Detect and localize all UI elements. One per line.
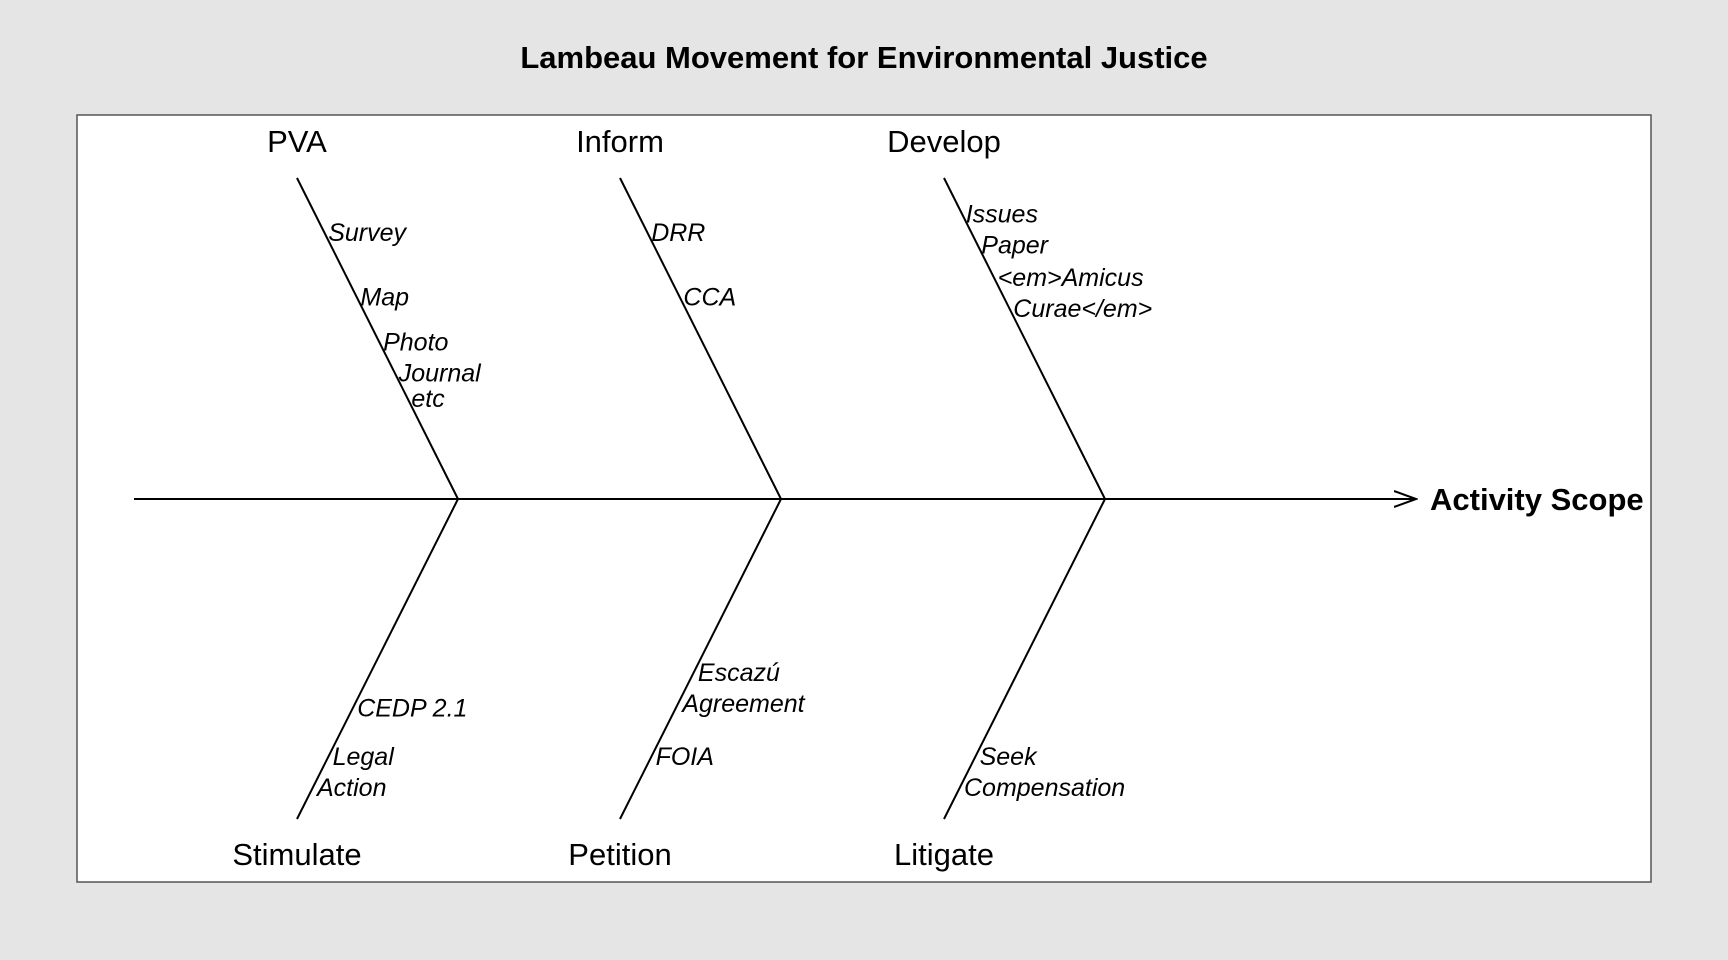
category-label-litigate: Litigate [894,837,994,872]
cause-label: Legal [333,743,396,771]
category-label-stimulate: Stimulate [232,837,361,872]
cause-label: Compensation [964,774,1125,802]
cause-label: Seek [980,743,1038,771]
category-label-inform: Inform [576,124,664,159]
cause-label: <em>Amicus [998,264,1144,292]
cause-label: Issues [966,200,1038,228]
category-label-develop: Develop [887,124,1001,159]
bone-inform [619,177,782,500]
bone-petition [619,498,782,820]
category-label-pva: PVA [267,124,327,159]
cause-label: etc [411,385,445,413]
bone-develop [943,177,1106,500]
cause-label: Agreement [680,690,805,718]
bone-stimulate [296,498,459,820]
cause-label: Photo [383,329,448,357]
page-title: Lambeau Movement for Environmental Justi… [520,40,1207,75]
cause-label: Action [315,774,386,802]
cause-label: CEDP 2.1 [357,694,467,722]
cause-label: Map [360,283,409,311]
cause-label: Curae</em> [1013,295,1152,323]
bone-litigate [943,498,1106,820]
cause-label: CCA [683,283,736,311]
effect-label: Activity Scope [1430,482,1644,517]
cause-label: Escazú [698,659,780,687]
cause-label: FOIA [656,743,714,771]
category-label-petition: Petition [568,837,671,872]
cause-label: Journal [398,360,482,388]
cause-label: DRR [651,219,705,247]
cause-label: Survey [328,219,407,247]
cause-label: Paper [981,231,1049,259]
bone-pva [296,177,459,500]
